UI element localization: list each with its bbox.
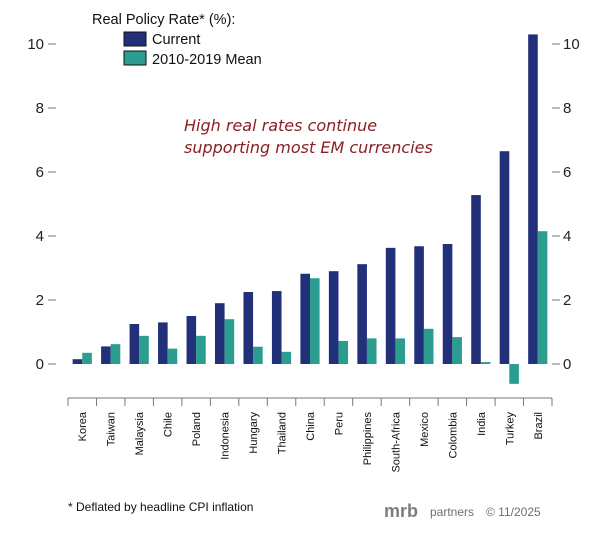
bar-current-south-africa [385,247,396,364]
bar-current-turkey [499,151,510,364]
bar-current-taiwan [101,346,111,364]
bar-current-indonesia [214,303,225,364]
bar-mean-turkey [509,364,519,384]
brand-copyright: © 11/2025 [486,505,541,519]
y-axis-right: 0 2 4 6 8 10 [552,36,580,373]
bar-current-hungary [243,292,254,364]
x-axis [67,397,553,406]
y-tick-label-left: 10 [27,36,44,53]
footnote: * Deflated by headline CPI inflation [68,500,253,514]
y-tick-label-left: 2 [36,292,44,309]
bar-mean-poland [196,335,206,364]
bar-current-chile [158,322,168,364]
bar-mean-chile [167,348,178,364]
x-category-label: Philippines [362,412,374,466]
bar-current-china [300,273,310,364]
bar-current-korea [72,359,83,364]
y-tick-label-left: 8 [36,100,44,117]
legend-swatch-current [123,31,147,47]
x-category-label: South-Africa [390,411,402,472]
y-tick-label-right: 8 [563,100,571,117]
legend-label-mean: 2010-2019 Mean [152,52,262,68]
bar-current-thailand [271,291,282,364]
x-category-label: India [476,411,488,436]
y-axis-left: 0 2 4 6 8 10 [27,36,56,373]
bars [72,34,548,384]
category-labels: Korea Taiwan Malaysia Chile Poland Indonesia H… [77,411,545,472]
x-category-label: Korea [77,411,89,441]
bar-mean-taiwan [110,344,121,364]
x-category-label: Taiwan [106,412,118,446]
brand-logo: mrb [384,501,418,521]
bar-mean-malaysia [139,335,149,364]
legend-title: Real Policy Rate* (%): [92,12,235,28]
bar-mean-hungary [253,346,263,364]
x-category-label: Thailand [277,412,289,454]
y-tick-label-right: 0 [563,356,571,373]
bar-current-peru [328,271,339,364]
bar-current-colombia [442,244,453,364]
bar-current-brazil [528,34,538,365]
x-category-label: Peru [333,412,345,435]
x-category-label: Chile [163,412,175,437]
x-category-label: Indonesia [220,411,232,460]
bar-mean-south-africa [395,338,406,364]
x-category-label: Mexico [419,412,431,447]
y-tick-label-right: 4 [563,228,571,245]
y-tick-label-right: 6 [563,164,571,181]
x-category-label: Turkey [504,412,516,446]
bar-mean-peru [338,340,349,364]
bar-mean-indonesia [224,319,235,364]
y-tick-label-right: 10 [563,36,580,53]
x-category-label: Colombia [447,411,459,458]
bar-mean-philippines [366,338,377,364]
bar-current-mexico [414,246,424,364]
x-category-label: Malaysia [134,411,146,455]
bar-mean-colombia [452,337,462,364]
x-category-label: Brazil [533,412,545,440]
legend-label-current: Current [152,32,200,48]
bar-mean-korea [82,352,92,364]
bar-mean-india [480,362,491,364]
y-tick-label-left: 4 [36,228,44,245]
bar-mean-brazil [537,231,548,364]
x-category-label: Poland [191,412,203,446]
x-category-label: China [305,411,317,441]
annotation-line-1: High real rates continue [184,116,377,135]
brand-name: partners [430,505,474,519]
bar-current-india [471,195,481,364]
bar-mean-mexico [423,328,434,364]
bar-current-philippines [357,264,367,364]
bar-current-malaysia [129,324,140,364]
bar-mean-thailand [281,351,292,364]
x-category-label: Hungary [248,412,260,454]
y-tick-label-left: 6 [36,164,44,181]
y-tick-label-right: 2 [563,292,571,309]
bar-mean-china [310,278,320,364]
bar-current-poland [186,316,197,364]
legend-swatch-mean [123,50,147,66]
y-tick-label-left: 0 [36,356,44,373]
annotation-line-2: supporting most EM currencies [184,138,433,157]
